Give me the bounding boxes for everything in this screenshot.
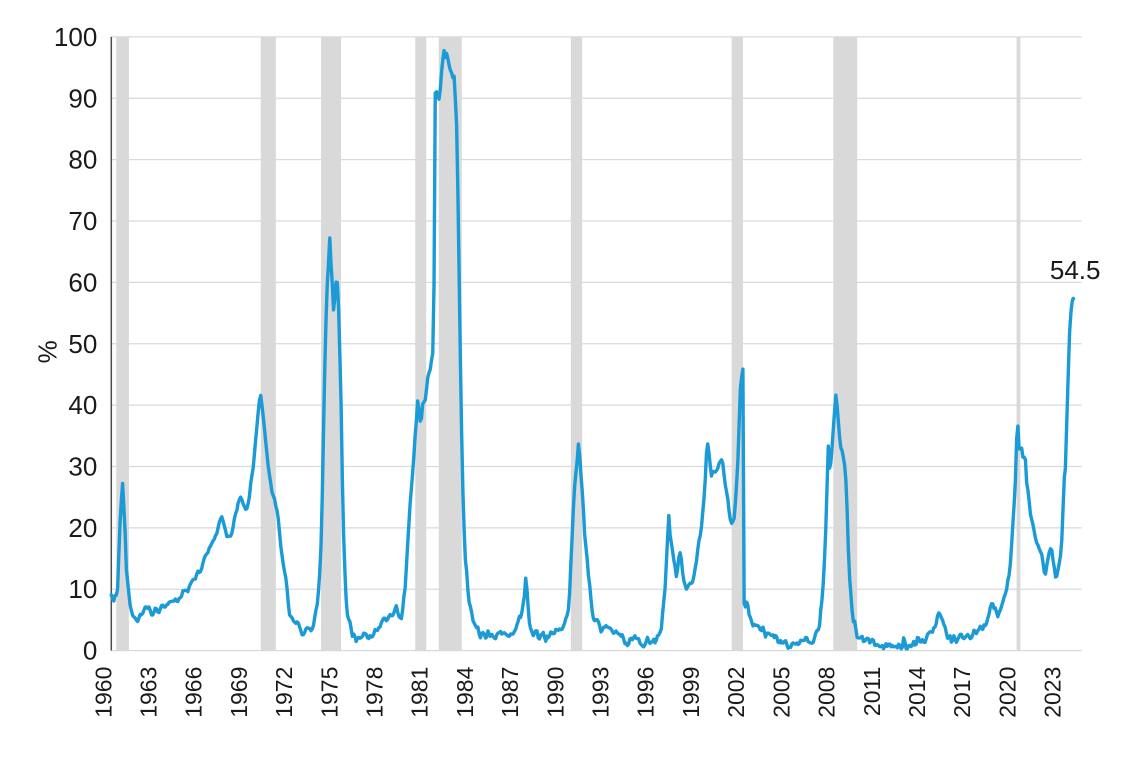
- svg-text:1996: 1996: [633, 667, 659, 718]
- svg-text:20: 20: [68, 513, 97, 543]
- svg-text:2017: 2017: [949, 667, 975, 718]
- svg-text:1978: 1978: [362, 667, 388, 718]
- svg-text:1966: 1966: [181, 667, 207, 718]
- svg-text:1993: 1993: [588, 667, 614, 718]
- svg-text:1981: 1981: [407, 667, 433, 718]
- svg-text:10: 10: [68, 574, 97, 604]
- svg-text:54.5: 54.5: [1050, 255, 1101, 285]
- svg-text:1999: 1999: [678, 667, 704, 718]
- svg-text:0: 0: [83, 636, 97, 666]
- svg-text:1990: 1990: [542, 667, 568, 718]
- svg-text:1972: 1972: [271, 667, 297, 718]
- svg-text:1987: 1987: [497, 667, 523, 718]
- svg-text:2011: 2011: [859, 667, 885, 716]
- svg-text:100: 100: [54, 22, 97, 52]
- svg-text:1963: 1963: [136, 667, 162, 718]
- svg-text:70: 70: [68, 206, 97, 236]
- svg-text:30: 30: [68, 451, 97, 481]
- svg-text:2023: 2023: [1040, 667, 1066, 718]
- svg-text:1975: 1975: [316, 667, 342, 718]
- svg-text:60: 60: [68, 267, 97, 297]
- svg-text:50: 50: [68, 329, 97, 359]
- svg-text:1960: 1960: [90, 667, 116, 718]
- svg-text:%: %: [32, 340, 62, 363]
- svg-text:2020: 2020: [994, 667, 1020, 718]
- svg-text:1984: 1984: [452, 666, 478, 717]
- svg-text:2008: 2008: [814, 667, 840, 718]
- svg-text:2005: 2005: [768, 667, 794, 718]
- svg-text:2014: 2014: [904, 666, 930, 717]
- svg-text:80: 80: [68, 145, 97, 175]
- svg-text:40: 40: [68, 390, 97, 420]
- svg-text:2002: 2002: [723, 667, 749, 718]
- svg-text:90: 90: [68, 83, 97, 113]
- svg-text:1969: 1969: [226, 667, 252, 718]
